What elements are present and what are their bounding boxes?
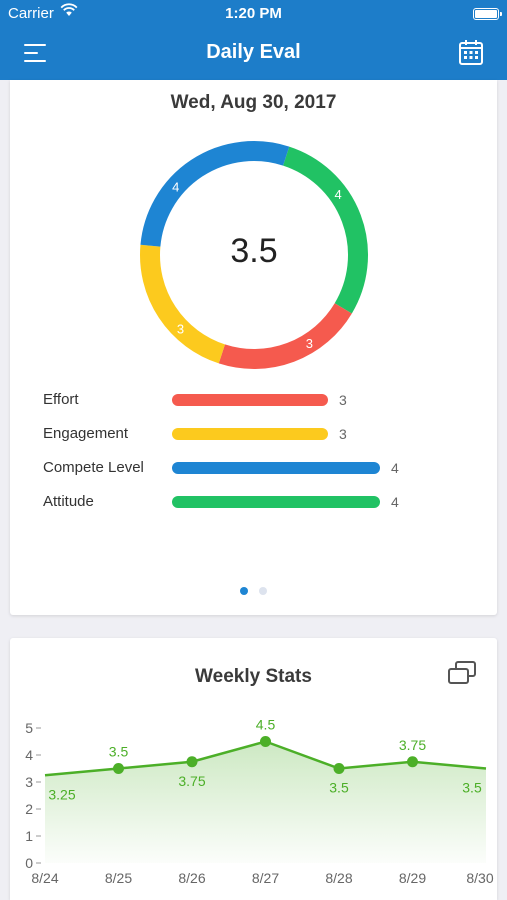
metric-bar-attitude	[172, 496, 380, 508]
x-tick-label: 8/26	[178, 870, 205, 886]
weekly-stats-card: 0 1 2 3 4 5 3.25 3.5 3.75 4.5 3.5 3.75 3.5 8/24 8/25 8/…	[10, 638, 497, 900]
y-tick-label: 3	[25, 774, 33, 790]
metric-label-engagement: Engagement	[43, 425, 129, 442]
battery-icon	[473, 8, 502, 20]
ring-label-attitude: 4	[335, 187, 342, 202]
ring-segment-effort	[218, 302, 352, 369]
y-tick-label: 2	[25, 801, 33, 817]
ring-segment-compete-level	[140, 141, 290, 247]
score-ring-chart: 4 3 3 4	[140, 141, 368, 369]
wifi-icon	[60, 3, 78, 16]
y-tick-label: 0	[25, 855, 33, 871]
metric-label-attitude: Attitude	[43, 493, 94, 510]
y-tick-label: 1	[25, 828, 33, 844]
data-point	[407, 756, 418, 768]
x-tick-label: 8/25	[105, 870, 132, 886]
overall-score: 3.5	[230, 232, 278, 270]
page-dot-1[interactable]	[240, 587, 248, 595]
data-label: 3.5	[329, 780, 349, 796]
data-point	[260, 736, 271, 747]
metric-value-effort: 3	[339, 392, 347, 408]
metric-label-effort: Effort	[43, 391, 79, 408]
weekly-stats-title: Weekly Stats	[195, 666, 312, 687]
x-tick-label: 8/30	[466, 870, 493, 886]
page-dot-2[interactable]	[259, 587, 267, 595]
metric-bar-compete-level	[172, 462, 380, 474]
metric-bar-effort	[172, 394, 328, 406]
ring-label-engagement: 3	[177, 322, 184, 337]
data-label: 3.5	[109, 744, 129, 760]
daily-eval-card: Wed, Aug 30, 2017 4 3 3 4 3.5 Effort 3 Enga…	[10, 80, 497, 615]
data-label: 3.25	[48, 786, 75, 802]
y-tick-label: 4	[25, 747, 33, 763]
status-bar: Carrier 1:20 PM	[0, 0, 507, 28]
x-tick-label: 8/27	[252, 870, 279, 886]
metric-label-compete-level: Compete Level	[43, 459, 144, 476]
data-label: 4.5	[256, 717, 276, 733]
metric-bar-engagement	[172, 428, 328, 440]
nav-bar: Daily Eval	[0, 28, 507, 80]
metric-value-attitude: 4	[391, 494, 399, 510]
x-tick-label: 8/24	[31, 870, 58, 886]
x-tick-label: 8/28	[325, 870, 352, 886]
data-label: 3.75	[178, 773, 205, 789]
page-title: Daily Eval	[206, 41, 301, 63]
data-point	[333, 763, 345, 774]
ring-segment-attitude	[282, 146, 368, 314]
expand-windows-icon[interactable]	[447, 660, 477, 686]
eval-date: Wed, Aug 30, 2017	[170, 92, 337, 113]
status-time: 1:20 PM	[225, 5, 282, 22]
metric-value-engagement: 3	[339, 426, 347, 442]
carrier-name: Carrier	[8, 5, 54, 22]
data-point	[113, 763, 124, 774]
ring-segment-engagement	[140, 244, 226, 364]
data-label: 3.75	[399, 737, 426, 753]
ring-label-effort: 3	[306, 336, 313, 351]
data-point	[186, 756, 198, 768]
ring-label-compete-level: 4	[172, 180, 179, 195]
metric-value-compete-level: 4	[391, 460, 399, 476]
y-tick-label: 5	[25, 720, 33, 736]
data-label: 3.5	[462, 780, 482, 796]
weekly-stats-chart: 0 1 2 3 4 5 3.25 3.5 3.75 4.5 3.5 3.75 3.5 8/24 8/25 8/…	[25, 717, 494, 887]
calendar-icon[interactable]	[459, 39, 483, 65]
x-tick-label: 8/29	[399, 870, 426, 886]
series-area	[45, 741, 486, 863]
hamburger-menu-icon[interactable]	[24, 41, 48, 65]
